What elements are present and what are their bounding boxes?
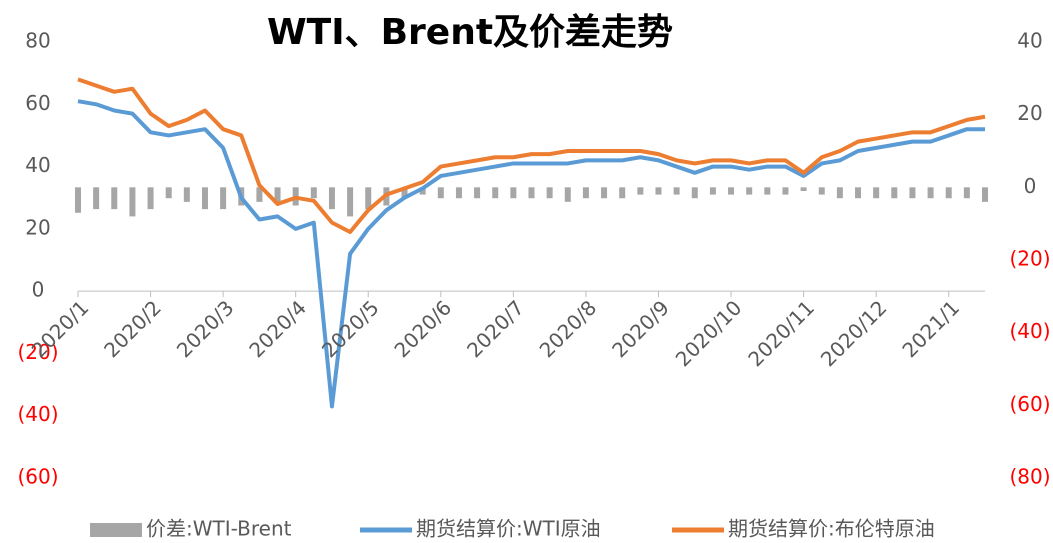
y2ticks-label: 40: [1017, 29, 1042, 53]
yticks-label: (40): [17, 402, 58, 426]
bar: [637, 187, 644, 195]
bar: [873, 187, 880, 199]
bar: [75, 187, 81, 213]
bar: [963, 187, 970, 199]
bar: [492, 187, 499, 199]
y2ticks-label: (60): [1009, 392, 1050, 416]
bar: [582, 187, 589, 199]
yticks-label: 20: [25, 215, 50, 239]
bar: [564, 187, 571, 202]
bar: [746, 187, 753, 195]
bar: [601, 187, 608, 199]
line: [77, 77, 986, 234]
bar: [455, 187, 462, 199]
legend-label: 期货结算价:布伦特原油: [728, 517, 935, 541]
bar: [909, 187, 916, 199]
bar: [474, 187, 481, 199]
x-tick-label: 2020/10: [671, 296, 747, 372]
bar: [619, 187, 626, 199]
bar: [855, 187, 862, 199]
yticks-label: 80: [25, 29, 50, 53]
y2ticks-label: (20): [1009, 247, 1050, 271]
x-tick-label: 2020/8: [535, 296, 602, 363]
bar: [437, 187, 444, 199]
x-tick-label: 2020/4: [244, 296, 311, 363]
yticks-label: (60): [17, 465, 58, 489]
bar: [93, 187, 100, 210]
bar: [818, 187, 825, 195]
x-tick-label: 2020/1: [27, 296, 94, 363]
bar: [800, 187, 807, 191]
chart-title: WTI、Brent及价差走势: [267, 12, 673, 53]
x-tick-label: 2020/9: [607, 296, 674, 363]
yticks-label: 0: [32, 278, 45, 302]
bar: [546, 187, 553, 199]
bar: [147, 187, 154, 210]
bar: [365, 187, 372, 210]
bar: [945, 187, 952, 199]
bar: [691, 187, 698, 199]
x-tick-label: 2020/3: [172, 296, 239, 363]
y2ticks-label: 0: [1024, 174, 1037, 198]
yticks-label: 60: [25, 91, 50, 115]
bar: [709, 187, 716, 195]
bar: [764, 187, 771, 195]
yticks-label: (20): [17, 340, 58, 364]
bar: [347, 187, 354, 217]
bar: [927, 187, 934, 199]
x-tick-label: 2020/5: [317, 296, 384, 363]
bar: [982, 187, 988, 202]
legend-label: 价差:WTI-Brent: [146, 517, 292, 541]
bar: [274, 187, 281, 202]
legend-label: 期货结算价:WTI原油: [416, 517, 601, 541]
y2ticks-label: (80): [1009, 465, 1050, 489]
bar: [673, 187, 680, 195]
x-tick-label: 2020/12: [816, 296, 892, 372]
bar: [528, 187, 535, 199]
bar: [111, 187, 118, 210]
bar: [328, 187, 335, 210]
yticks-label: 40: [25, 153, 50, 177]
x-tick-label: 2021/1: [897, 296, 964, 363]
bar: [891, 187, 898, 199]
bar: [655, 187, 662, 195]
legend-swatch: [90, 523, 142, 537]
bar: [510, 187, 517, 199]
bar: [419, 187, 426, 195]
bar: [401, 187, 408, 199]
x-tick-label: 2020/11: [743, 296, 819, 372]
y2ticks-label: (40): [1009, 319, 1050, 343]
bar: [183, 187, 190, 202]
bar: [782, 187, 789, 195]
bar: [256, 187, 263, 202]
y2ticks-label: 20: [1017, 101, 1042, 125]
bar: [836, 187, 843, 199]
bar: [165, 187, 172, 199]
bar: [201, 187, 208, 210]
bar: [129, 187, 136, 217]
bar: [310, 187, 317, 199]
bar: [728, 187, 735, 195]
x-tick-label: 2020/7: [462, 296, 529, 363]
bar: [220, 187, 227, 210]
x-tick-label: 2020/6: [389, 296, 456, 363]
x-tick-label: 2020/2: [99, 296, 166, 363]
line: [77, 99, 985, 409]
